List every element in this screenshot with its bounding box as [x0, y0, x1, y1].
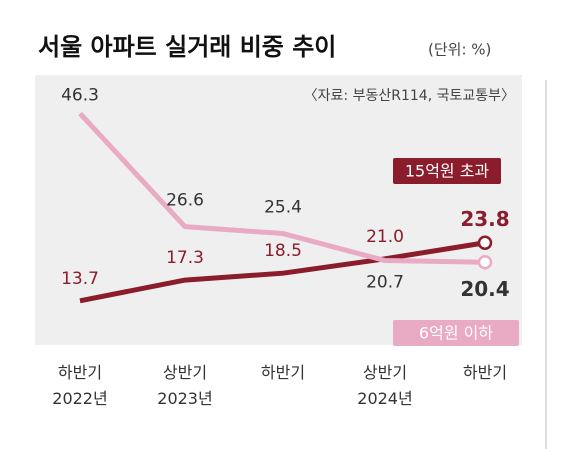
end-marker — [477, 255, 493, 270]
x-tick-label: 상반기 2023년 — [157, 363, 213, 408]
legend-box — [393, 320, 519, 346]
chart-title: 서울 아파트 실거래 비중 추이 — [38, 33, 336, 61]
plot-background — [35, 75, 522, 345]
data-label: 23.8 — [460, 207, 509, 231]
x-tick-label: 상반기 2024년 — [357, 363, 413, 408]
data-label: 26.6 — [166, 191, 204, 211]
data-label: 21.0 — [366, 227, 404, 247]
x-tick-label: 하반기 — [462, 363, 508, 382]
series-line — [79, 240, 486, 304]
x-tick-label: 하반기 — [260, 363, 306, 382]
unit-label: (단위: %) — [428, 41, 491, 59]
data-label: 20.7 — [366, 273, 404, 293]
legend-label: 6억원 이하 — [419, 324, 493, 343]
legend-box — [393, 158, 501, 184]
data-label: 18.5 — [264, 241, 302, 261]
x-tick-label: 하반기 2022년 — [52, 363, 108, 408]
data-label: 17.3 — [166, 248, 204, 268]
data-label: 20.4 — [460, 277, 509, 301]
end-marker — [477, 235, 493, 250]
series-line — [78, 111, 486, 265]
legend-label: 15억원 초과 — [405, 162, 490, 181]
data-label: 13.7 — [61, 269, 99, 289]
data-label: 25.4 — [264, 198, 302, 218]
source-label: 〈자료: 부동산R114, 국토교통부〉 — [304, 88, 515, 104]
data-label: 46.3 — [61, 85, 99, 105]
